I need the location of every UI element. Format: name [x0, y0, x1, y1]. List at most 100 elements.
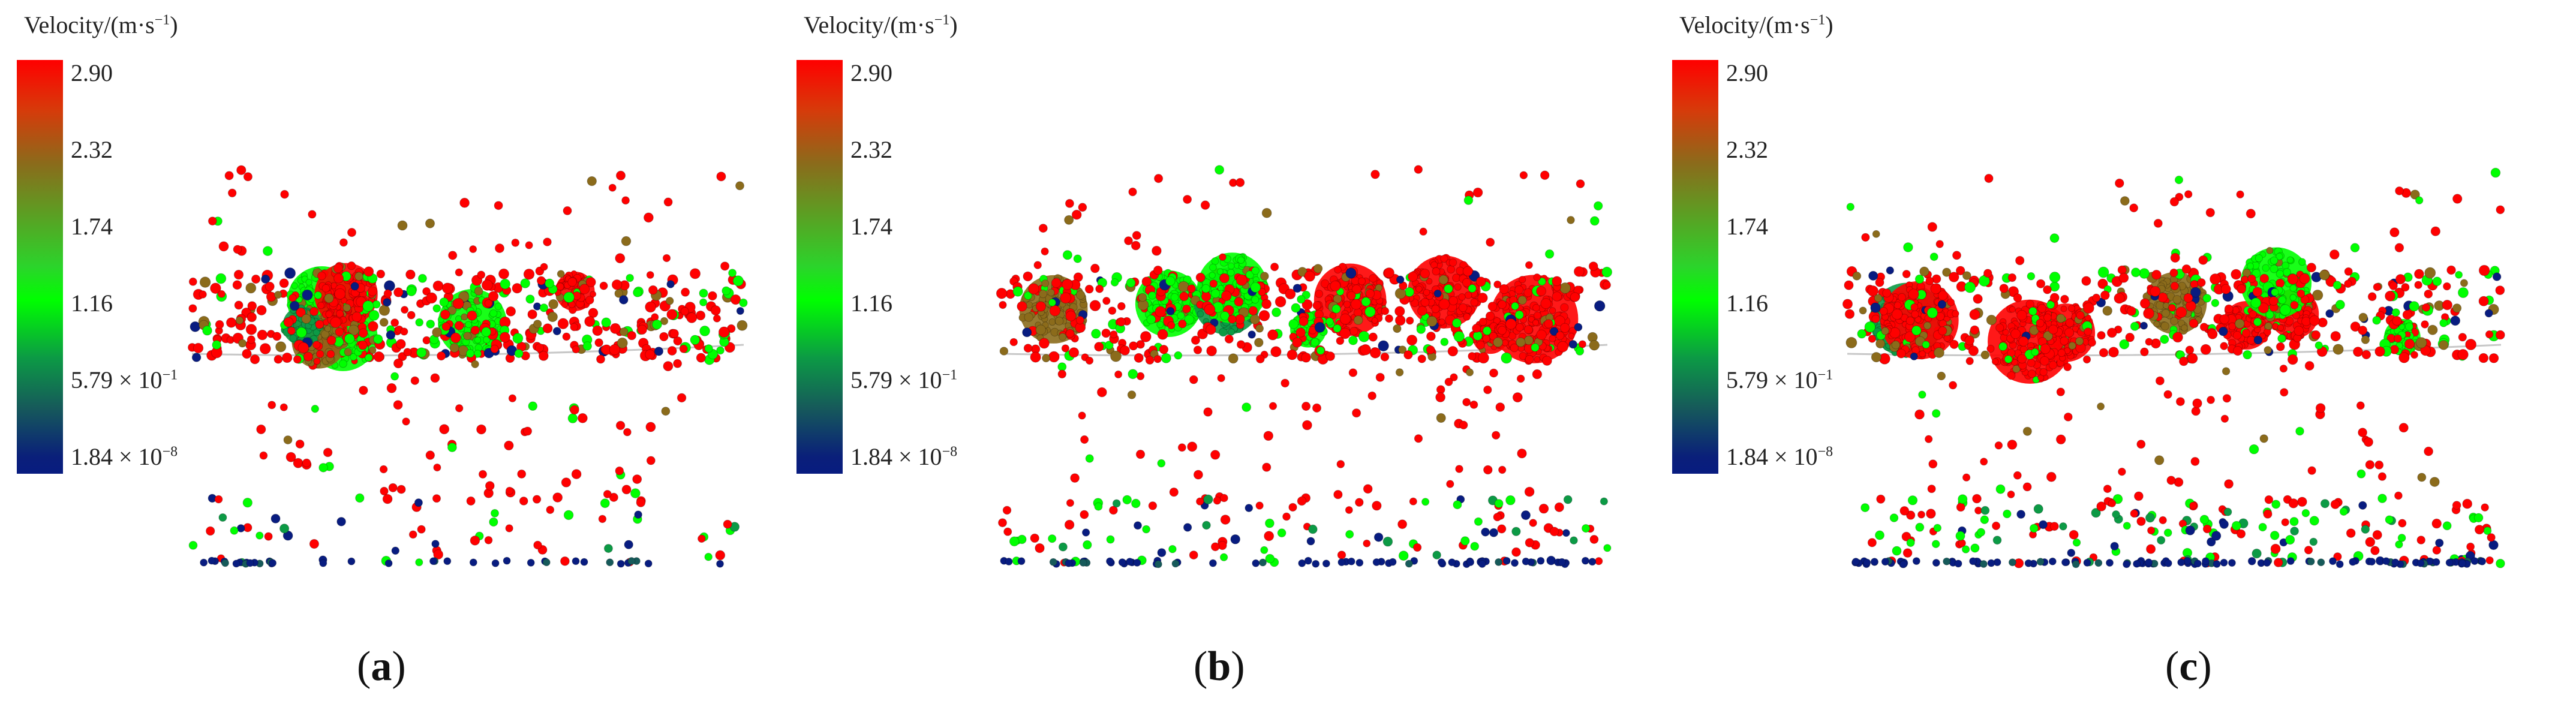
- particle: [1540, 298, 1552, 309]
- particle: [699, 326, 710, 336]
- particle: [238, 339, 247, 348]
- particle: [2134, 491, 2144, 501]
- particle: [1558, 558, 1566, 566]
- particle: [1378, 340, 1389, 352]
- particle: [2276, 252, 2283, 260]
- particle: [1250, 314, 1260, 325]
- particle: [1537, 556, 1545, 565]
- particle: [2065, 318, 2075, 327]
- particle: [2368, 558, 2376, 566]
- particle: [1454, 283, 1462, 291]
- particle: [1024, 312, 1034, 322]
- particle-plot-c: [1842, 167, 2505, 568]
- particle: [1078, 411, 1086, 420]
- particle: [669, 329, 679, 338]
- particle: [1525, 354, 1534, 364]
- particle: [1919, 266, 1929, 276]
- colorbar-tick-label: 1.74: [71, 213, 113, 240]
- particle: [598, 515, 607, 524]
- particle: [401, 306, 409, 314]
- particle: [1438, 298, 1450, 310]
- particle: [523, 426, 533, 436]
- particle: [2478, 296, 2489, 306]
- particle: [1393, 324, 1402, 333]
- particle: [1524, 486, 1535, 497]
- particle: [1177, 311, 1185, 320]
- particle: [1251, 266, 1260, 275]
- particle: [357, 340, 368, 350]
- particle: [1292, 284, 1302, 293]
- particle: [1028, 283, 1039, 295]
- particle: [1398, 345, 1407, 354]
- particle: [572, 345, 580, 354]
- particle: [1352, 408, 1361, 418]
- particle: [1912, 557, 1920, 565]
- particle: [1141, 276, 1152, 287]
- particle: [293, 458, 303, 468]
- particle: [2114, 293, 2125, 304]
- particle: [291, 282, 298, 290]
- particle: [1369, 347, 1381, 359]
- particle: [2039, 520, 2048, 530]
- particle: [2007, 440, 2018, 450]
- particle: [2258, 302, 2270, 314]
- particle: [283, 317, 294, 327]
- particle: [663, 361, 674, 372]
- particle: [1863, 558, 1871, 567]
- particle: [603, 544, 613, 553]
- particle: [1041, 247, 1049, 255]
- particle: [2136, 440, 2146, 449]
- particle: [636, 498, 646, 507]
- particle: [517, 470, 527, 479]
- particle: [2395, 540, 2403, 549]
- particle: [1275, 296, 1287, 308]
- particle: [1459, 303, 1468, 312]
- particle: [188, 541, 198, 550]
- particle: [1265, 518, 1275, 528]
- particle: [2259, 273, 2270, 284]
- particle: [1308, 524, 1318, 534]
- particle: [263, 246, 273, 257]
- particle: [1298, 316, 1309, 326]
- particle: [2159, 516, 2167, 525]
- particle: [470, 535, 480, 546]
- particle: [246, 559, 254, 567]
- particle: [1388, 558, 1397, 566]
- particle: [2250, 297, 2262, 309]
- particle: [1384, 267, 1394, 278]
- particle: [1312, 403, 1322, 413]
- particle: [1472, 323, 1481, 333]
- particle: [391, 546, 400, 555]
- particle: [2450, 315, 2461, 326]
- particle: [2003, 509, 2012, 519]
- particle: [2126, 306, 2136, 316]
- particle: [533, 302, 542, 311]
- particle: [615, 253, 626, 264]
- particle: [2304, 546, 2313, 555]
- particle: [333, 263, 344, 273]
- particle: [2082, 355, 2091, 364]
- colorbar-tick-label: 1.84 × 10−8: [850, 443, 958, 470]
- particle: [552, 492, 563, 503]
- particle: [739, 298, 748, 308]
- particle: [247, 335, 256, 344]
- particle: [1898, 293, 1906, 302]
- particle: [210, 282, 221, 294]
- particle: [2083, 558, 2091, 567]
- particle: [1489, 528, 1498, 537]
- particle: [505, 486, 514, 495]
- particle: [1501, 339, 1509, 347]
- particle: [2492, 272, 2502, 281]
- particle: [1191, 335, 1201, 345]
- particle: [368, 321, 378, 332]
- particle: [2220, 342, 2228, 350]
- particle: [465, 349, 475, 358]
- particle: [1462, 278, 1471, 287]
- particle: [2253, 317, 2262, 327]
- particle: [614, 289, 623, 298]
- particle: [224, 171, 234, 180]
- particle: [2185, 345, 2195, 355]
- particle: [199, 276, 211, 288]
- particle: [2099, 348, 2109, 357]
- particle: [654, 347, 664, 356]
